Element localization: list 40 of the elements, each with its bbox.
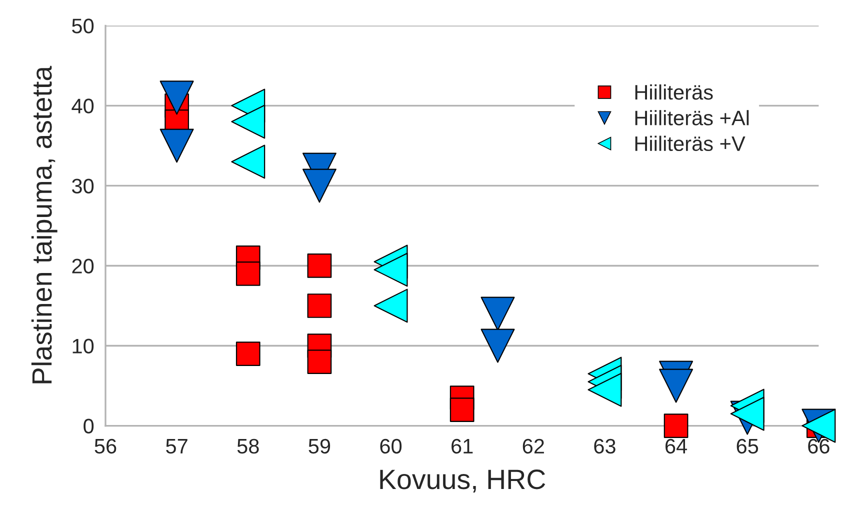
point (480, 328, 515, 363)
x-axis-title: Kovuus, HRC (380, 470, 546, 493)
point (231, 144, 266, 179)
point (307, 350, 332, 374)
point (302, 168, 336, 203)
x-tick-label: 62 (522, 438, 544, 454)
x-tick-label: 60 (380, 438, 402, 454)
x-tick-label: 58 (237, 438, 259, 454)
point (231, 104, 266, 139)
y-tick-label: 30 (72, 178, 94, 194)
legend-label: Hiiliteräs (635, 84, 713, 100)
point (588, 372, 622, 407)
x-tick-label: 64 (666, 438, 688, 454)
y-tick-label: 40 (72, 98, 94, 114)
point (450, 398, 474, 422)
point (160, 128, 194, 163)
legend-label: Hiiliteräs +Al (635, 110, 749, 126)
point (664, 414, 688, 438)
point (236, 342, 260, 366)
x-tick-label: 61 (452, 438, 473, 454)
x-tick-label: 63 (594, 438, 616, 454)
point (374, 288, 408, 323)
point (307, 294, 332, 318)
y-axis-title: Plastinen taipuma, astetta (31, 66, 58, 384)
legend-label: Hiiliteräs +V (635, 136, 746, 152)
y-tick-label: 0 (84, 418, 94, 434)
point (307, 254, 332, 278)
x-tick-label: 57 (166, 439, 188, 454)
point (160, 80, 194, 115)
x-tick-label: 65 (736, 438, 758, 454)
point (659, 368, 694, 403)
x-tick-label: 66 (808, 438, 830, 454)
x-tick-label: 56 (94, 438, 116, 454)
point (236, 262, 260, 286)
y-tick-label: 20 (72, 258, 94, 274)
point (374, 252, 408, 287)
y-tick-label: 10 (72, 338, 94, 354)
x-tick-label: 59 (308, 438, 330, 454)
y-tick-label: 50 (72, 18, 94, 34)
point (480, 296, 515, 331)
